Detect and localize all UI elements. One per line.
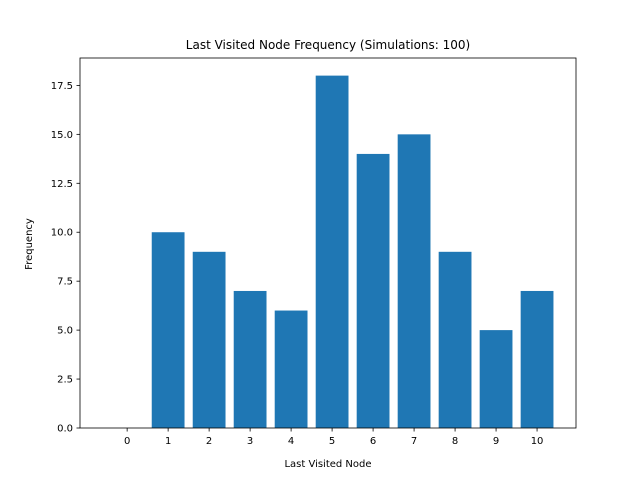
y-tick-label: 7.5 [57,277,73,288]
bar-node-9 [479,330,513,428]
bar-node-5 [315,75,349,428]
y-tick-label: 10.0 [51,228,73,239]
y-axis-label: Frequency [24,218,35,270]
y-tick-label: 2.5 [57,375,73,386]
bar-node-6 [356,153,390,429]
chart-title: Last Visited Node Frequency (Simulations… [186,38,470,52]
x-tick-label: 2 [206,436,212,447]
x-tick-label: 0 [124,436,130,447]
y-tick-label: 15.0 [51,130,73,141]
bar-node-2 [192,251,226,428]
bar-node-7 [397,134,431,428]
y-tick-label: 0.0 [57,424,73,435]
bar-node-10 [520,290,554,428]
x-tick-label: 8 [452,436,458,447]
bar-node-1 [151,232,185,428]
x-tick-label: 3 [247,436,253,447]
x-tick-label: 1 [165,436,171,447]
y-tick-label: 5.0 [57,326,73,337]
plot-frame [79,57,577,429]
x-tick-label: 4 [288,436,294,447]
x-tick-label: 7 [411,436,417,447]
y-tick-label: 17.5 [51,81,73,92]
y-tick-label: 12.5 [51,179,73,190]
x-tick-label: 6 [370,436,376,447]
plot-marks: 0 1 2 3 4 5 6 7 8 9 10 0.0 2.5 5.0 7.5 10.0 12.5 15.0 17.5 [51,75,554,447]
x-tick-label: 5 [329,436,335,447]
bar-node-3 [233,290,267,428]
x-axis-label: Last Visited Node [284,459,371,470]
bar-node-4 [274,310,308,428]
x-tick-label: 10 [531,436,544,447]
x-tick-label: 9 [493,436,499,447]
bar-node-8 [438,251,472,428]
